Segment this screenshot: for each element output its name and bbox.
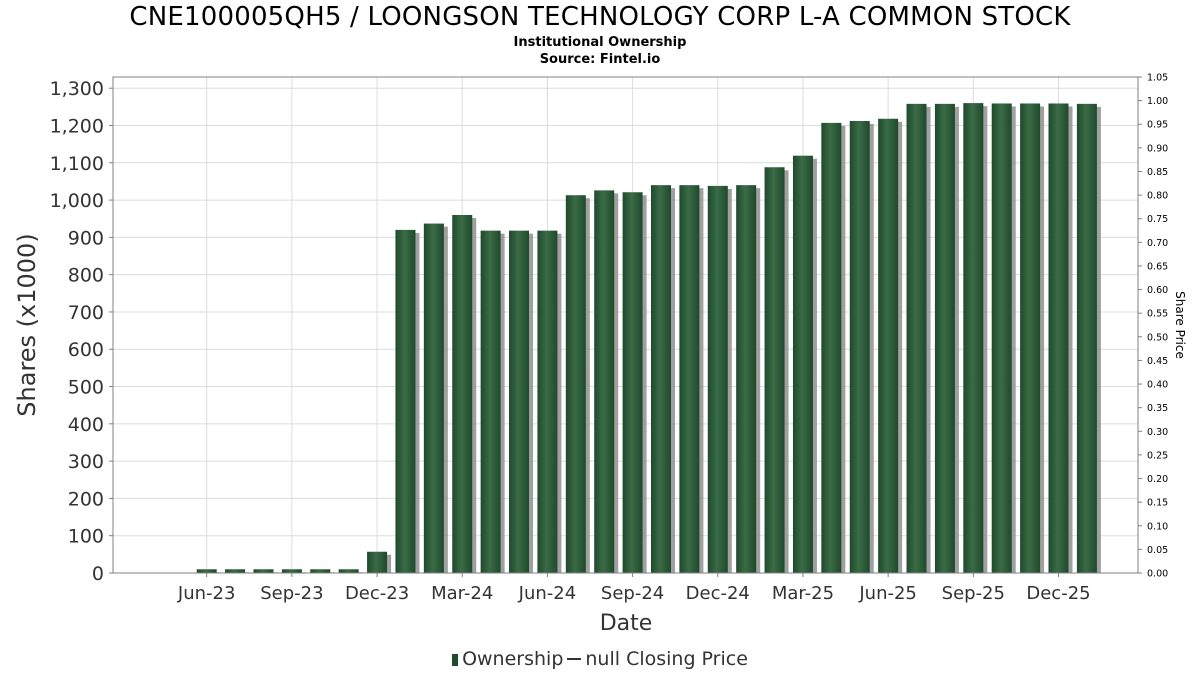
x-tick-label: Jun-23 [177,583,236,604]
y-tick-label: 800 [68,265,104,287]
y2-tick-label: 1.00 [1147,96,1168,107]
y2-tick-label: 0.55 [1147,309,1168,320]
legend-price-line [567,658,582,660]
y-tick-label: 900 [68,227,104,249]
ownership-bar [1020,103,1041,573]
x-axis: Jun-23 Sep-23 Dec-23 Mar-24 Jun-24 Sep-24 Dec-… [177,573,1091,604]
ownership-bar [963,103,984,574]
y2-tick-label: 0.80 [1147,191,1168,202]
y-tick-label: 600 [68,339,104,361]
y-tick-label: 100 [68,526,104,548]
y-axis-label: Shares (x1000) [13,233,41,416]
ownership-bar [821,122,842,574]
x-tick-label: Jun-24 [518,583,577,604]
x-tick-label: Mar-24 [431,583,493,604]
y2-tick-label: 0.40 [1147,380,1168,391]
ownership-bar [849,121,870,573]
ownership-bar [1076,103,1097,573]
y2-tick-label: 0.35 [1147,403,1168,414]
y2-tick-label: 0.70 [1147,238,1168,249]
x-tick-label: Dec-24 [686,583,750,604]
y2-tick-label: 0.50 [1147,332,1168,343]
ownership-bar [537,230,558,573]
ownership-bar [281,569,302,573]
y-axis: 0 100 200 300 400 500 600 700 800 900 1,000 1,100 1,… [50,78,113,585]
ownership-bar [367,551,388,573]
y-tick-label: 1,100 [50,153,104,175]
plot-frame [112,76,1139,574]
ownership-bar [395,229,416,573]
y2-tick-label: 0.95 [1147,120,1168,131]
y2-tick-label: 1.05 [1147,73,1168,84]
y2-tick-label: 0.65 [1147,261,1168,272]
ownership-bar [594,190,615,573]
y2-tick-label: 0.30 [1147,427,1168,438]
y-tick-label: 700 [68,302,104,324]
y2-tick-label: 0.15 [1147,498,1168,509]
y-tick-label: 1,000 [50,190,104,212]
ownership-bar [622,192,643,573]
ownership-bar [509,230,530,573]
x-tick-label: Sep-24 [601,583,664,604]
ownership-bar [1048,103,1069,573]
ownership-bar [310,569,331,573]
y2-tick-label: 0.20 [1147,474,1168,485]
y-tick-label: 1,200 [50,115,104,137]
x-tick-label: Mar-25 [772,583,834,604]
x-tick-label: Sep-25 [942,583,1005,604]
ownership-bar [565,195,586,573]
x-axis-label: Date [600,611,653,636]
ownership-bar [196,569,217,573]
y-tick-label: 400 [68,414,104,436]
legend: Ownership null Closing Price [0,648,1200,670]
ownership-bar [792,155,813,573]
y2-tick-label: 0.00 [1147,569,1168,580]
ownership-bar [253,569,274,573]
legend-price-label: null Closing Price [585,648,748,670]
ownership-bar [225,569,246,573]
ownership-bar [878,118,899,573]
chart-title: CNE100005QH5 / LOONGSON TECHNOLOGY CORP … [129,2,1071,32]
y-tick-label: 300 [68,451,104,473]
x-tick-label: Dec-25 [1026,583,1090,604]
x-tick-label: Jun-25 [858,583,917,604]
ownership-bar [679,185,700,573]
y-tick-label: 500 [68,377,104,399]
y2-tick-label: 0.75 [1147,214,1168,225]
bars-layer [196,103,1101,574]
ownership-bar [764,167,785,573]
y2-tick-label: 0.85 [1147,167,1168,178]
ownership-bar [338,569,359,573]
y-tick-label: 0 [92,563,104,585]
chart-source: Source: Fintel.io [539,52,661,67]
ownership-bar [650,185,671,573]
ownership-bar [934,103,955,573]
ownership-bar [736,185,757,573]
ownership-bar [906,103,927,573]
chart-subtitle: Institutional Ownership [513,35,687,50]
y2-tick-label: 0.10 [1147,521,1168,532]
y2-tick-label: 0.25 [1147,450,1168,461]
ownership-bar [423,223,444,573]
x-tick-label: Sep-23 [260,583,323,604]
ownership-bar [452,214,473,573]
ownership-bar [480,230,501,573]
y2-tick-label: 0.90 [1147,143,1168,154]
y-tick-label: 1,300 [50,78,104,100]
x-tick-label: Dec-23 [345,583,409,604]
y2-tick-label: 0.45 [1147,356,1168,367]
legend-ownership-swatch [452,654,459,666]
y-tick-label: 200 [68,488,104,510]
y2-tick-label: 0.05 [1147,545,1168,556]
ownership-bar [707,185,728,573]
y2-tick-label: 0.60 [1147,285,1168,296]
ownership-bar [991,103,1012,573]
legend-ownership-label: Ownership [462,648,564,670]
y2-axis-label: Share Price [1173,291,1187,359]
y2-axis: 0.00 0.05 0.10 0.15 0.20 0.25 0.30 0.35 0.40 0.45… [1138,73,1168,580]
